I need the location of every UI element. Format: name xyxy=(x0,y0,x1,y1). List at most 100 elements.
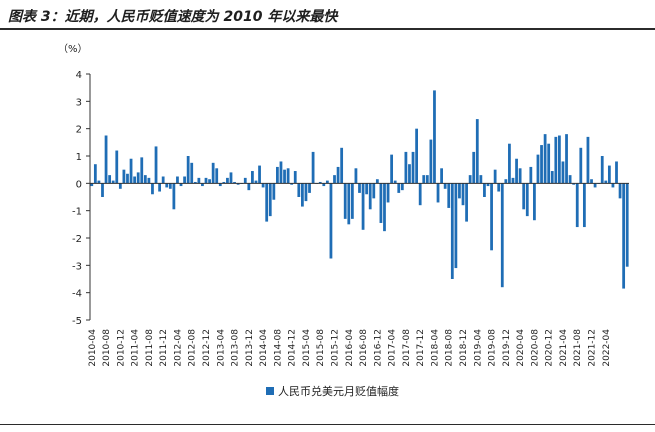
bar xyxy=(493,169,497,184)
bar xyxy=(215,168,219,184)
bar xyxy=(118,183,122,189)
bar xyxy=(404,151,408,184)
bar xyxy=(458,183,461,199)
bar xyxy=(515,158,518,184)
x-tick-label: 2017-08 xyxy=(402,329,412,367)
bar xyxy=(322,183,326,187)
bar-chart: （%） -5 -4 -3 -2 -1 0 1 2 3 4 2010-04 2010-08 2010-1… xyxy=(58,43,629,398)
bar xyxy=(568,175,572,184)
x-tick-label: 2013-12 xyxy=(245,329,255,367)
x-tick-label: 2013-08 xyxy=(231,329,241,367)
bar xyxy=(265,183,269,222)
bar xyxy=(529,166,533,184)
x-tick-label: 2021-08 xyxy=(573,329,583,367)
bar xyxy=(165,183,169,188)
y-tick-label: 3 xyxy=(76,97,82,108)
bar xyxy=(586,136,590,184)
bar xyxy=(375,179,379,184)
bar xyxy=(486,183,490,187)
bar xyxy=(251,171,254,184)
x-tick-label: 2012-08 xyxy=(188,329,198,367)
bar xyxy=(161,176,165,184)
bar xyxy=(558,135,561,184)
bar xyxy=(283,169,286,184)
y-axis: -5 -4 -3 -2 -1 0 1 2 3 4 xyxy=(72,70,91,327)
y-tick-label: -2 xyxy=(72,234,82,245)
y-tick-label: 4 xyxy=(76,70,82,81)
bar xyxy=(290,183,294,185)
bar xyxy=(615,161,618,184)
x-tick-label: 2012-12 xyxy=(202,329,212,367)
bar xyxy=(254,180,258,184)
bar xyxy=(383,183,386,232)
bar xyxy=(325,180,329,184)
bar xyxy=(208,179,211,184)
x-tick-label: 2014-12 xyxy=(288,329,298,367)
bar xyxy=(418,183,422,206)
x-tick-label: 2018-08 xyxy=(445,329,455,367)
bar xyxy=(443,183,447,189)
x-axis: 2010-04 2010-08 2010-12 2011-04 2011-08 2011-… xyxy=(88,182,629,367)
title-rule xyxy=(0,28,655,30)
bar xyxy=(579,147,583,184)
bar xyxy=(572,183,576,185)
x-tick-label: 2013-04 xyxy=(216,329,226,367)
bar xyxy=(368,183,372,210)
bar xyxy=(440,168,443,184)
x-tick-label: 2021-04 xyxy=(559,329,569,367)
bar xyxy=(204,177,208,184)
bar xyxy=(90,183,94,187)
x-tick-label: 2022-04 xyxy=(602,329,612,367)
bar xyxy=(301,183,304,207)
bar xyxy=(611,183,615,188)
bar xyxy=(347,183,351,225)
bar xyxy=(536,154,540,184)
bar xyxy=(122,169,126,184)
bar xyxy=(540,145,543,184)
x-tick-label: 2015-04 xyxy=(302,329,312,367)
bar xyxy=(461,183,465,206)
bar xyxy=(115,150,119,184)
bar xyxy=(329,183,333,259)
x-tick-label: 2020-08 xyxy=(530,329,540,367)
bar xyxy=(490,183,493,251)
bar xyxy=(229,172,233,184)
bar xyxy=(600,156,604,184)
bar xyxy=(518,168,522,184)
bar xyxy=(126,173,129,184)
bar xyxy=(454,183,458,269)
bar xyxy=(343,183,347,219)
bar xyxy=(354,168,358,184)
y-tick-label: -1 xyxy=(72,207,82,218)
bar xyxy=(422,175,426,184)
bar xyxy=(111,180,115,184)
bar xyxy=(276,166,279,184)
x-tick-label: 2016-04 xyxy=(345,329,355,367)
x-tick-label: 2021-12 xyxy=(588,329,598,367)
bar xyxy=(358,183,361,193)
x-tick-label: 2015-12 xyxy=(331,329,341,367)
x-tick-label: 2014-04 xyxy=(259,329,269,367)
bar xyxy=(333,175,336,184)
bar xyxy=(258,165,261,184)
y-tick-label: 1 xyxy=(76,152,82,163)
x-tick-label: 2017-04 xyxy=(388,329,398,367)
bar xyxy=(318,181,322,184)
bar xyxy=(508,143,511,184)
bar xyxy=(176,176,179,184)
bar xyxy=(582,183,586,228)
bar xyxy=(129,158,133,184)
x-tick-label: 2019-04 xyxy=(473,329,483,367)
bar xyxy=(154,146,158,184)
bar xyxy=(172,183,176,210)
bar xyxy=(272,183,276,200)
legend-label: 人民币兑美元月贬值幅度 xyxy=(278,384,399,398)
bar xyxy=(433,90,436,184)
bar xyxy=(386,183,390,203)
bar-series xyxy=(90,90,629,289)
bar xyxy=(504,179,508,184)
bar xyxy=(336,166,340,184)
bar xyxy=(565,134,568,184)
x-tick-label: 2011-08 xyxy=(145,329,155,367)
bar xyxy=(233,181,236,184)
